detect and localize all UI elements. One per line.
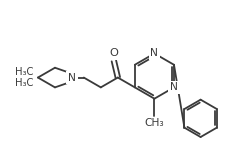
Text: H₃C: H₃C bbox=[15, 78, 33, 88]
Text: N: N bbox=[68, 73, 76, 83]
Text: O: O bbox=[109, 48, 118, 58]
Text: CH₃: CH₃ bbox=[145, 118, 164, 128]
Text: H₃C: H₃C bbox=[15, 67, 33, 77]
Text: N: N bbox=[151, 48, 158, 58]
Text: N: N bbox=[170, 82, 178, 92]
